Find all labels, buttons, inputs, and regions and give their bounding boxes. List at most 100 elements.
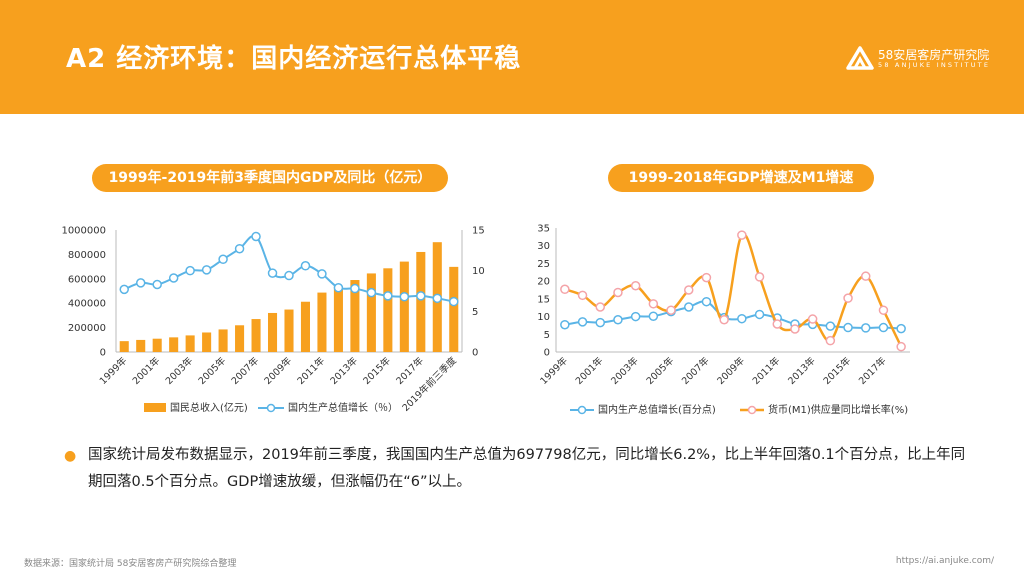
gdp-bar	[251, 319, 261, 352]
gdp-bar	[119, 341, 129, 352]
legend-gdp-marker	[577, 405, 587, 415]
right-chart-title: 1999-2018年GDP增速及M1增速	[608, 164, 874, 192]
left-y-tick-label: 400000	[68, 299, 106, 310]
m1-growth-point	[630, 280, 641, 291]
y-tick-label: 10	[537, 312, 550, 323]
gdp-growth-point	[449, 296, 459, 307]
m1-growth-point	[878, 305, 889, 315]
legend-bar-label: 国民总收入(亿元)	[170, 401, 248, 414]
x-tick-label: 2003年	[163, 354, 196, 387]
m1-growth-point	[790, 324, 800, 334]
gdp-bar	[399, 261, 409, 352]
gdp-bar	[383, 268, 393, 352]
bullet-dot: ●	[64, 448, 77, 464]
x-tick-label: 2001年	[130, 354, 163, 387]
gdp-growth-point	[630, 311, 641, 322]
m1-growth-point	[666, 305, 676, 315]
gdp-growth-point	[432, 293, 443, 304]
x-tick-label: 2013年	[328, 354, 361, 387]
data-source: 数据来源：国家统计局 58安居客房产研究院综合整理	[24, 559, 237, 569]
m1-growth-point	[719, 315, 729, 325]
gdp-bar	[152, 338, 162, 352]
legend-m1-marker	[747, 405, 757, 415]
gdp-growth-point	[333, 282, 344, 293]
m1-growth-point	[737, 230, 747, 240]
gdp-bar	[169, 337, 179, 352]
legend-line-marker	[266, 403, 276, 413]
brand-logo: 58安居客房产研究院 58 ANJUKE INSTITUTE	[846, 46, 1006, 76]
legend-gdp-label: 国内生产总值增长(百分点)	[598, 403, 716, 416]
y-tick-label: 20	[537, 277, 550, 288]
x-tick-label: 2011年	[295, 354, 328, 387]
x-tick-label: 2015年	[821, 354, 854, 387]
gdp-growth-point	[284, 270, 294, 281]
gdp-growth-point	[350, 283, 360, 294]
right-y-tick-label: 15	[472, 226, 485, 237]
left-y-tick-label: 800000	[68, 250, 106, 261]
x-tick-label: 2013年	[785, 354, 818, 387]
gdp-growth-point	[218, 254, 228, 265]
header-bar: A2 经济环境：国内经济运行总体平稳 58安居客房产研究院 58 ANJUKE …	[0, 0, 1024, 114]
gdp-growth-point	[613, 315, 623, 325]
legend-line-label: 国内生产总值增长（％）	[288, 401, 398, 414]
footer-url[interactable]: https://ai.anjuke.com/	[895, 556, 994, 566]
logo-subtext: 58 ANJUKE INSTITUTE	[878, 61, 991, 69]
x-tick-label: 2009年	[262, 354, 295, 387]
gdp-bar	[317, 292, 327, 352]
m1-growth-point	[807, 314, 818, 324]
gdp-growth-point	[843, 322, 853, 333]
gdp-bar	[202, 332, 212, 352]
m1-growth-point	[896, 341, 906, 352]
y-tick-label: 15	[537, 294, 550, 305]
m1-growth-point	[754, 272, 765, 282]
gdp-growth-point	[825, 321, 836, 331]
gdp-bar	[333, 286, 343, 352]
gdp-growth-point	[595, 317, 605, 328]
gdp-bar	[218, 329, 228, 352]
gdp-growth-point	[234, 243, 245, 254]
gdp-growth-point	[648, 311, 659, 321]
gdp-growth-point	[383, 291, 393, 301]
x-tick-label: 1999年	[97, 354, 130, 387]
gdp-growth-point	[119, 284, 129, 295]
x-tick-label: 2007年	[229, 354, 262, 387]
gdp-growth-point	[366, 287, 377, 298]
x-tick-label: 2005年	[644, 354, 677, 387]
m1-growth-point	[843, 293, 853, 303]
gdp-growth-point	[878, 322, 889, 333]
right-y-tick-label: 0	[472, 348, 478, 359]
gdp-bar	[366, 273, 376, 352]
x-tick-label: 2017年	[394, 354, 427, 387]
x-tick-label: 2017年	[856, 354, 889, 387]
gdp-growth-point	[754, 309, 765, 320]
x-tick-label: 2003年	[608, 354, 641, 387]
gdp-bar-line-chart: 0 200000 400000 600000 800000 1000000 0 5 10 15 19…	[61, 226, 485, 415]
gdp-growth-point	[300, 261, 311, 271]
gdp-bar	[235, 325, 245, 352]
right-y-tick-label: 10	[472, 266, 485, 277]
gdp-growth-point	[168, 273, 179, 283]
x-tick-label: 2007年	[679, 354, 712, 387]
m1-growth-point	[701, 272, 712, 283]
left-chart-title: 1999年-2019年前3季度国内GDP及同比（亿元）	[92, 164, 448, 192]
x-tick-label: 2015年	[361, 354, 394, 387]
gdp-bar	[449, 266, 459, 352]
m1-growth-point	[772, 319, 782, 329]
m1-growth-point	[613, 287, 623, 298]
gdp-growth-point	[896, 323, 906, 334]
y-tick-label: 30	[537, 241, 550, 252]
gdp-bar	[416, 251, 426, 352]
m1-growth-point	[825, 335, 836, 346]
legend-m1-label: 货币(M1)供应量同比增长率(%)	[768, 403, 908, 416]
page-title: A2 经济环境：国内经济运行总体平稳	[66, 44, 522, 74]
summary-paragraph: 国家统计局发布数据显示，2019年前三季度，我国国内生产总值为697798亿元，…	[88, 447, 966, 490]
m1-growth-point	[560, 284, 570, 295]
m1-growth-point	[684, 285, 694, 295]
gdp-bar	[185, 335, 195, 352]
x-tick-label: 1999年	[538, 354, 571, 387]
left-y-tick-label: 200000	[68, 323, 106, 334]
gdp-growth-point	[152, 279, 162, 290]
left-y-tick-label: 600000	[68, 274, 106, 285]
y-tick-label: 5	[544, 330, 550, 341]
